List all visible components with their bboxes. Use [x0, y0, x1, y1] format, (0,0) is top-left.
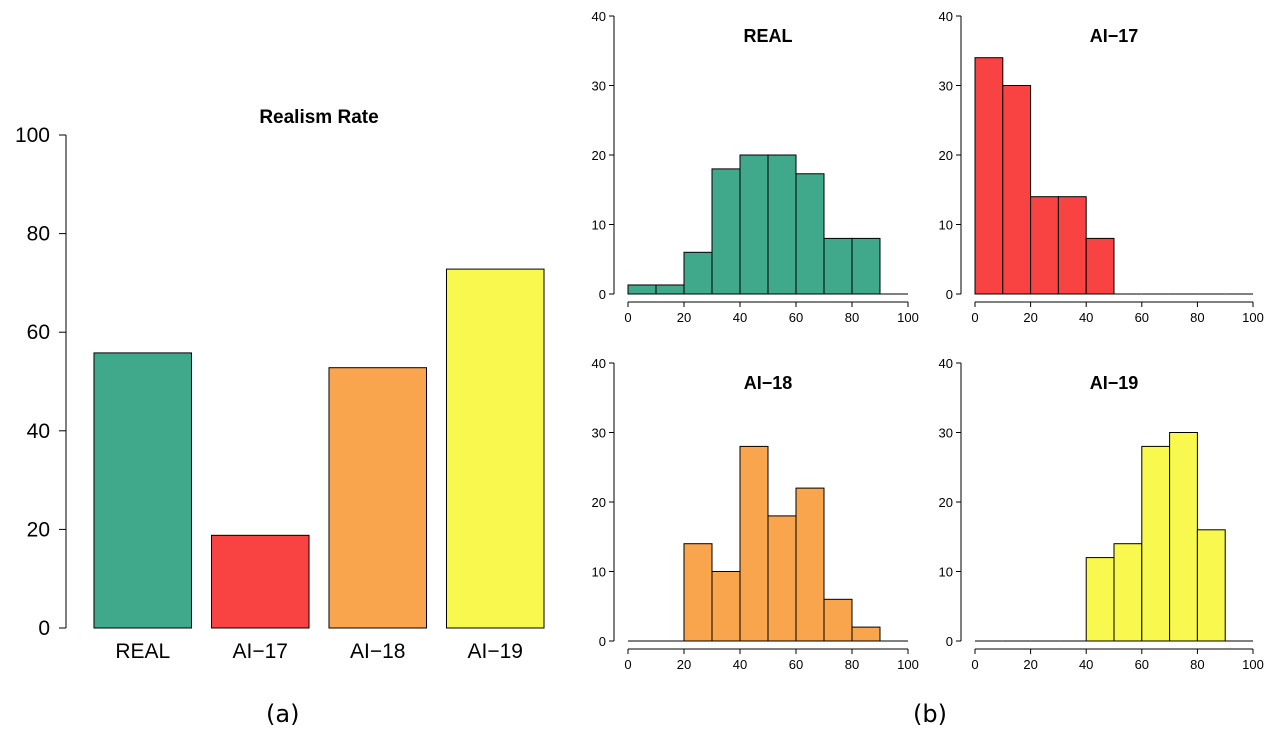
- histogram-bar: [1057, 196, 1087, 295]
- bar: [210, 534, 310, 629]
- y-tick-label: 30: [592, 79, 606, 94]
- y-tick-label: 10: [939, 565, 953, 580]
- y-tick-label: 40: [592, 9, 606, 24]
- x-tick-label: 60: [1135, 657, 1149, 672]
- y-tick-label: 20: [592, 148, 606, 163]
- x-tick-label: 20: [1023, 657, 1037, 672]
- realism-rate-chart: 0 20 40 60 80 100 REAL AI−17 AI−18 AI−19 Realism R…: [15, 107, 545, 663]
- x-tick-label: 0: [624, 310, 631, 325]
- histogram-bar: [1002, 85, 1032, 295]
- x-category-label: AI−19: [468, 640, 523, 663]
- y-tick-label: 30: [592, 426, 606, 441]
- chart-title: AI−17: [1090, 26, 1139, 46]
- x-tick-label: 100: [897, 657, 919, 672]
- y-tick-label: 0: [38, 617, 50, 640]
- x-tick-label: 60: [1135, 310, 1149, 325]
- x-tick-label: 20: [677, 657, 691, 672]
- y-tick-label: 30: [939, 426, 953, 441]
- y-tick-label: 80: [27, 223, 50, 246]
- y-tick-label: 10: [592, 218, 606, 233]
- histogram-bar: [795, 487, 825, 642]
- y-tick-label: 10: [939, 218, 953, 233]
- x-tick-label: 40: [1079, 310, 1093, 325]
- y-tick-label: 0: [946, 287, 953, 302]
- histogram-bar: [974, 57, 1004, 295]
- y-tick-label: 40: [27, 420, 50, 443]
- y-tick-label: 100: [15, 124, 50, 147]
- histogram-bar: [739, 445, 769, 642]
- histogram-bar: [1141, 445, 1171, 642]
- histogram-bar: [683, 543, 713, 642]
- histogram-bar: [1169, 432, 1198, 642]
- histogram-bar: [823, 237, 853, 295]
- histogram-bar: [823, 598, 853, 642]
- x-tick-label: 0: [971, 310, 978, 325]
- histogram-bar: [767, 154, 797, 295]
- x-tick-label: 20: [677, 310, 691, 325]
- histogram-bar: [851, 237, 881, 295]
- x-tick-label: 20: [1023, 310, 1037, 325]
- histogram-bar: [795, 173, 825, 295]
- x-tick-label: 80: [845, 310, 859, 325]
- y-tick-label: 40: [939, 356, 953, 371]
- bar: [445, 268, 545, 629]
- histogram-bar: [1085, 557, 1115, 642]
- x-category-label: REAL: [115, 640, 170, 663]
- histogram-bar: [739, 154, 769, 295]
- y-tick-label: 20: [939, 495, 953, 510]
- x-tick-label: 40: [733, 310, 747, 325]
- y-tick-label: 10: [592, 565, 606, 580]
- hist-ai17-chart: 0 10 20 30 40 0 20 40 60 80 100 AI−17: [939, 9, 1264, 325]
- bar: [93, 352, 193, 629]
- x-tick-label: 80: [1190, 310, 1204, 325]
- x-tick-label: 80: [845, 657, 859, 672]
- y-tick-label: 30: [939, 79, 953, 94]
- hist-real-chart: 0 10 20 30 40 0 20 40 60 80 100 REAL: [592, 9, 919, 325]
- x-tick-label: 80: [1190, 657, 1204, 672]
- histogram-bar: [711, 571, 741, 642]
- chart-title: AI−19: [1090, 373, 1139, 393]
- x-category-label: AI−17: [233, 640, 288, 663]
- y-tick-label: 0: [946, 634, 953, 649]
- y-tick-label: 0: [599, 634, 606, 649]
- x-tick-label: 60: [789, 657, 803, 672]
- bar: [328, 367, 428, 629]
- histogram-bar: [767, 515, 797, 642]
- histogram-bar: [683, 251, 713, 295]
- x-tick-label: 0: [971, 657, 978, 672]
- y-tick-label: 0: [599, 287, 606, 302]
- histogram-bar: [711, 168, 741, 295]
- y-tick-label: 20: [27, 518, 50, 541]
- x-tick-label: 40: [733, 657, 747, 672]
- chart-title: REAL: [744, 26, 793, 46]
- histogram-bar: [1030, 196, 1059, 295]
- x-tick-label: 100: [1242, 310, 1264, 325]
- x-category-label: AI−18: [350, 640, 405, 663]
- histogram-bar: [627, 284, 657, 295]
- caption-b: (b): [913, 700, 947, 728]
- caption-a: (a): [266, 700, 300, 728]
- histogram-bar: [851, 626, 881, 642]
- hist-ai19-chart: 0 10 20 30 40 0 20 40 60 80 100 AI−19: [939, 356, 1264, 672]
- x-tick-label: 40: [1079, 657, 1093, 672]
- histogram-bar: [1196, 529, 1226, 642]
- histogram-bar: [655, 284, 685, 295]
- hist-ai18-chart: 0 10 20 30 40 0 20 40 60 80 100 AI−18: [592, 356, 919, 672]
- chart-title: AI−18: [744, 373, 793, 393]
- chart-title: Realism Rate: [259, 107, 378, 128]
- x-tick-label: 0: [624, 657, 631, 672]
- x-tick-label: 100: [1242, 657, 1264, 672]
- y-tick-label: 60: [27, 321, 50, 344]
- y-tick-label: 40: [939, 9, 953, 24]
- x-tick-label: 60: [789, 310, 803, 325]
- y-tick-label: 20: [592, 495, 606, 510]
- y-tick-label: 20: [939, 148, 953, 163]
- x-tick-label: 100: [897, 310, 919, 325]
- y-tick-label: 40: [592, 356, 606, 371]
- histogram-bar: [1113, 543, 1143, 642]
- histogram-bar: [1085, 237, 1115, 295]
